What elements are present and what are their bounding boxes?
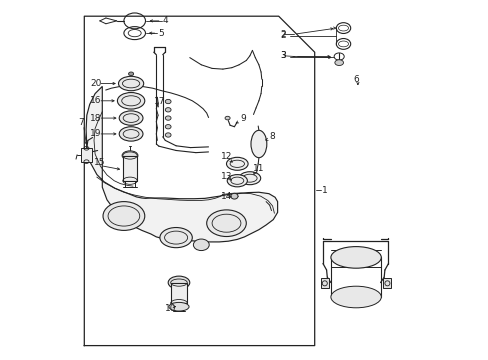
- Text: 20: 20: [90, 79, 102, 88]
- Ellipse shape: [103, 202, 144, 230]
- Polygon shape: [86, 86, 277, 242]
- Bar: [383, 278, 390, 288]
- Text: 9: 9: [240, 114, 245, 122]
- Ellipse shape: [250, 130, 266, 158]
- Text: 2: 2: [280, 31, 285, 40]
- Ellipse shape: [168, 276, 189, 289]
- Ellipse shape: [330, 247, 381, 268]
- Text: 8: 8: [269, 132, 275, 141]
- Text: 3: 3: [280, 51, 285, 60]
- Ellipse shape: [122, 151, 138, 160]
- Ellipse shape: [160, 228, 192, 248]
- Ellipse shape: [193, 239, 209, 251]
- Ellipse shape: [165, 108, 171, 112]
- Ellipse shape: [330, 286, 381, 308]
- Text: 19: 19: [90, 130, 102, 139]
- Text: 18: 18: [90, 114, 102, 122]
- Ellipse shape: [118, 76, 143, 91]
- Ellipse shape: [165, 99, 171, 104]
- Text: 4: 4: [162, 17, 168, 26]
- Ellipse shape: [165, 125, 171, 129]
- Text: 10: 10: [164, 304, 176, 313]
- Ellipse shape: [119, 127, 142, 141]
- Text: 13: 13: [221, 172, 232, 181]
- Ellipse shape: [128, 72, 133, 76]
- Text: 3: 3: [280, 51, 285, 60]
- Text: 16: 16: [90, 96, 102, 105]
- Text: 7: 7: [78, 118, 84, 127]
- Bar: [122, 156, 137, 181]
- Ellipse shape: [224, 116, 230, 120]
- Ellipse shape: [239, 172, 260, 185]
- Ellipse shape: [117, 93, 144, 109]
- Ellipse shape: [168, 302, 189, 311]
- Bar: [320, 278, 328, 288]
- Text: 2: 2: [280, 30, 285, 39]
- Ellipse shape: [165, 133, 171, 137]
- Text: 14: 14: [221, 192, 232, 201]
- Ellipse shape: [227, 175, 247, 187]
- Ellipse shape: [230, 193, 238, 199]
- Text: 6: 6: [352, 75, 358, 84]
- Bar: [81, 148, 91, 162]
- Text: 12: 12: [221, 152, 232, 161]
- Ellipse shape: [334, 60, 343, 66]
- Text: 17: 17: [153, 97, 165, 106]
- Text: 5: 5: [158, 29, 163, 38]
- Ellipse shape: [206, 210, 246, 237]
- Ellipse shape: [165, 116, 171, 120]
- Ellipse shape: [226, 157, 247, 170]
- Ellipse shape: [119, 111, 142, 125]
- Text: 15: 15: [94, 158, 105, 167]
- Text: 11: 11: [253, 164, 264, 173]
- Text: 1: 1: [321, 186, 327, 195]
- Bar: [170, 283, 187, 303]
